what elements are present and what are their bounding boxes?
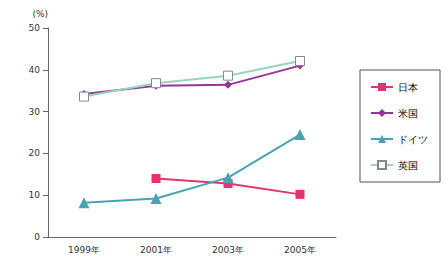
- svg-text:英国: 英国: [398, 160, 418, 171]
- svg-text:(%): (%): [32, 9, 48, 19]
- svg-text:20: 20: [29, 148, 41, 158]
- svg-text:2003年: 2003年: [212, 245, 244, 255]
- svg-text:40: 40: [29, 65, 41, 75]
- svg-text:2005年: 2005年: [284, 245, 316, 255]
- svg-text:30: 30: [29, 107, 41, 117]
- svg-text:0: 0: [34, 232, 40, 242]
- svg-text:1999年: 1999年: [68, 245, 100, 255]
- svg-text:米国: 米国: [398, 108, 418, 119]
- svg-text:ドイツ: ドイツ: [398, 134, 428, 145]
- svg-text:10: 10: [29, 190, 41, 200]
- svg-text:50: 50: [29, 23, 41, 33]
- svg-text:2001年: 2001年: [140, 245, 172, 255]
- svg-text:日本: 日本: [398, 82, 418, 93]
